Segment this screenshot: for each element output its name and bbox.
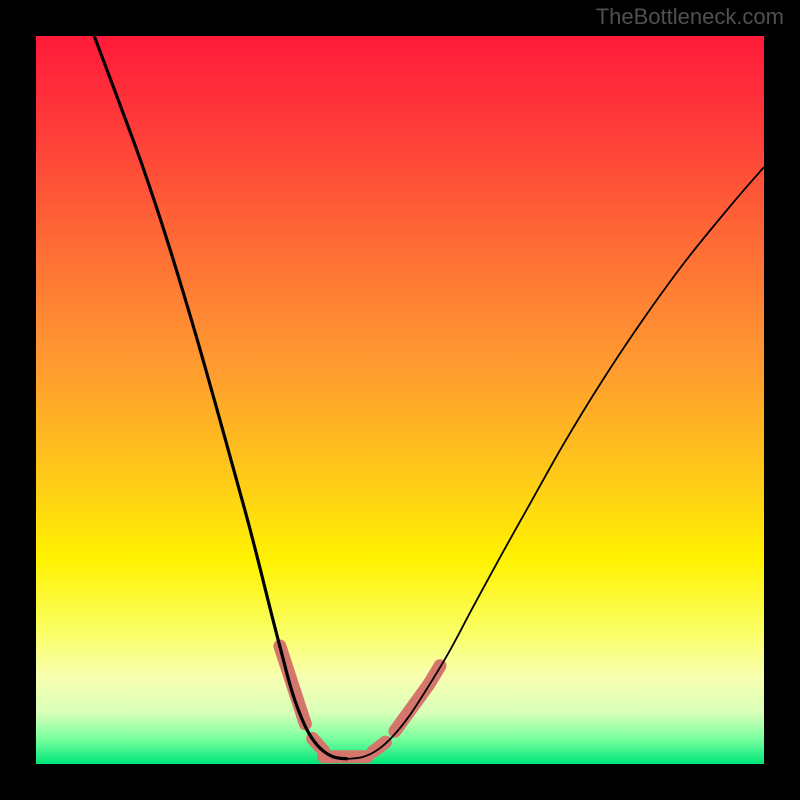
watermark-text: TheBottleneck.com [596, 4, 784, 30]
highlight-markers [280, 646, 440, 757]
curve-layer [36, 36, 764, 764]
marker-segment [373, 742, 385, 751]
bottleneck-curve-left [94, 36, 347, 759]
plot-area [36, 36, 764, 764]
marker-segment [395, 684, 429, 731]
bottleneck-curve-right [348, 167, 764, 759]
